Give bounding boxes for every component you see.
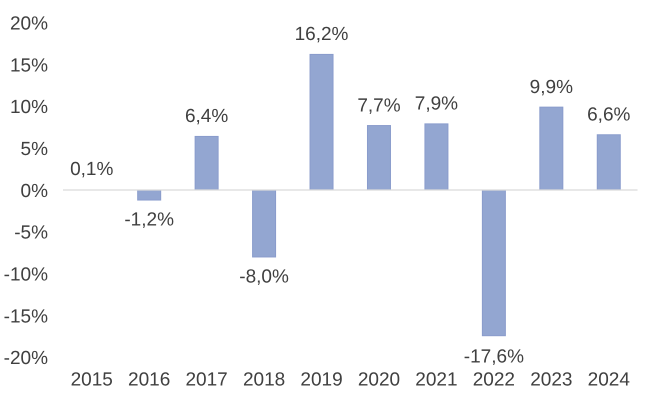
svg-text:16,2%: 16,2% [295,24,349,45]
svg-text:2015: 2015 [71,370,113,391]
svg-text:10%: 10% [10,97,48,118]
svg-text:-5%: -5% [14,223,48,244]
svg-text:2021: 2021 [415,370,457,391]
svg-text:-15%: -15% [4,306,48,327]
svg-text:5%: 5% [21,139,49,160]
svg-text:20%: 20% [10,13,48,34]
svg-text:2024: 2024 [588,370,631,391]
svg-text:0%: 0% [21,181,49,202]
svg-text:7,9%: 7,9% [415,94,458,115]
svg-text:2018: 2018 [243,370,285,391]
svg-text:-20%: -20% [4,348,48,369]
svg-text:6,4%: 6,4% [185,106,228,127]
svg-text:2016: 2016 [128,370,170,391]
svg-text:2017: 2017 [185,370,227,391]
svg-text:0,1%: 0,1% [70,159,113,180]
svg-text:7,7%: 7,7% [357,95,400,116]
svg-text:-17,6%: -17,6% [464,347,524,368]
svg-text:9,9%: 9,9% [530,77,573,98]
svg-text:-1,2%: -1,2% [124,209,174,230]
svg-text:6,6%: 6,6% [587,105,630,126]
svg-text:2020: 2020 [358,370,400,391]
svg-text:2019: 2019 [300,370,342,391]
svg-text:15%: 15% [10,55,48,76]
svg-text:-10%: -10% [4,265,48,286]
svg-text:2022: 2022 [473,370,515,391]
svg-text:-8,0%: -8,0% [239,266,289,287]
svg-text:2023: 2023 [530,370,572,391]
